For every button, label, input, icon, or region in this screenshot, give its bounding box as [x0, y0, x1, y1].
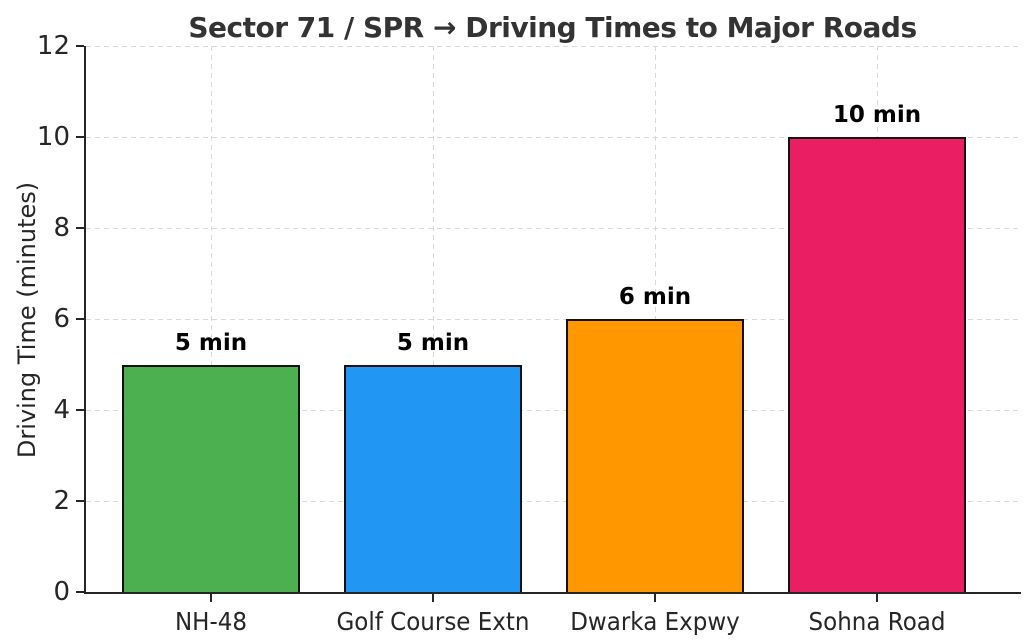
gridline-horizontal	[86, 318, 1021, 320]
y-tick-label: 12	[36, 31, 70, 61]
gridline-vertical	[432, 46, 434, 592]
bar-dwarka-expwy	[566, 319, 744, 592]
x-axis-tick	[210, 594, 212, 602]
x-tick-label: Golf Course Extn	[336, 607, 530, 636]
y-axis-tick	[76, 591, 84, 593]
y-axis-tick	[76, 409, 84, 411]
y-axis-tick	[76, 500, 84, 502]
y-tick-label: 8	[53, 213, 70, 243]
gridline-vertical	[210, 46, 212, 592]
gridline-horizontal	[86, 45, 1021, 47]
bar-golf-course-extn	[344, 364, 522, 592]
bar-nh-48	[122, 364, 300, 592]
bar-value-label: 5 min	[174, 329, 248, 356]
y-tick-label: 10	[36, 122, 70, 152]
y-axis-tick	[76, 45, 84, 47]
y-tick-label: 4	[53, 395, 70, 425]
x-tick-label: NH-48	[174, 607, 248, 636]
x-axis-tick	[654, 594, 656, 602]
gridline-horizontal	[86, 136, 1021, 138]
y-axis-tick	[76, 318, 84, 320]
y-tick-label: 6	[53, 304, 70, 334]
y-tick-label: 2	[53, 486, 70, 516]
x-axis-tick	[432, 594, 434, 602]
gridline-horizontal	[86, 500, 1021, 502]
x-tick-label: Sohna Road	[808, 607, 946, 636]
y-axis-tick	[76, 227, 84, 229]
x-axis-tick	[876, 594, 878, 602]
gridline-horizontal	[86, 409, 1021, 411]
y-axis-tick	[76, 136, 84, 138]
y-tick-label: 0	[53, 577, 70, 607]
x-tick-label: Dwarka Expwy	[570, 607, 740, 636]
bar-value-label: 6 min	[618, 284, 692, 310]
bar-sohna-road	[788, 137, 966, 592]
chart-title: Sector 71 / SPR → Driving Times to Major…	[188, 11, 917, 44]
plot-area: 0 2 4 6 8 10 12 5 min NH-48 5 min Golf Course Extn…	[37, 31, 1021, 636]
gridline-horizontal	[86, 227, 1021, 229]
bar-value-label: 10 min	[832, 102, 922, 128]
bar-value-label: 5 min	[396, 329, 470, 356]
